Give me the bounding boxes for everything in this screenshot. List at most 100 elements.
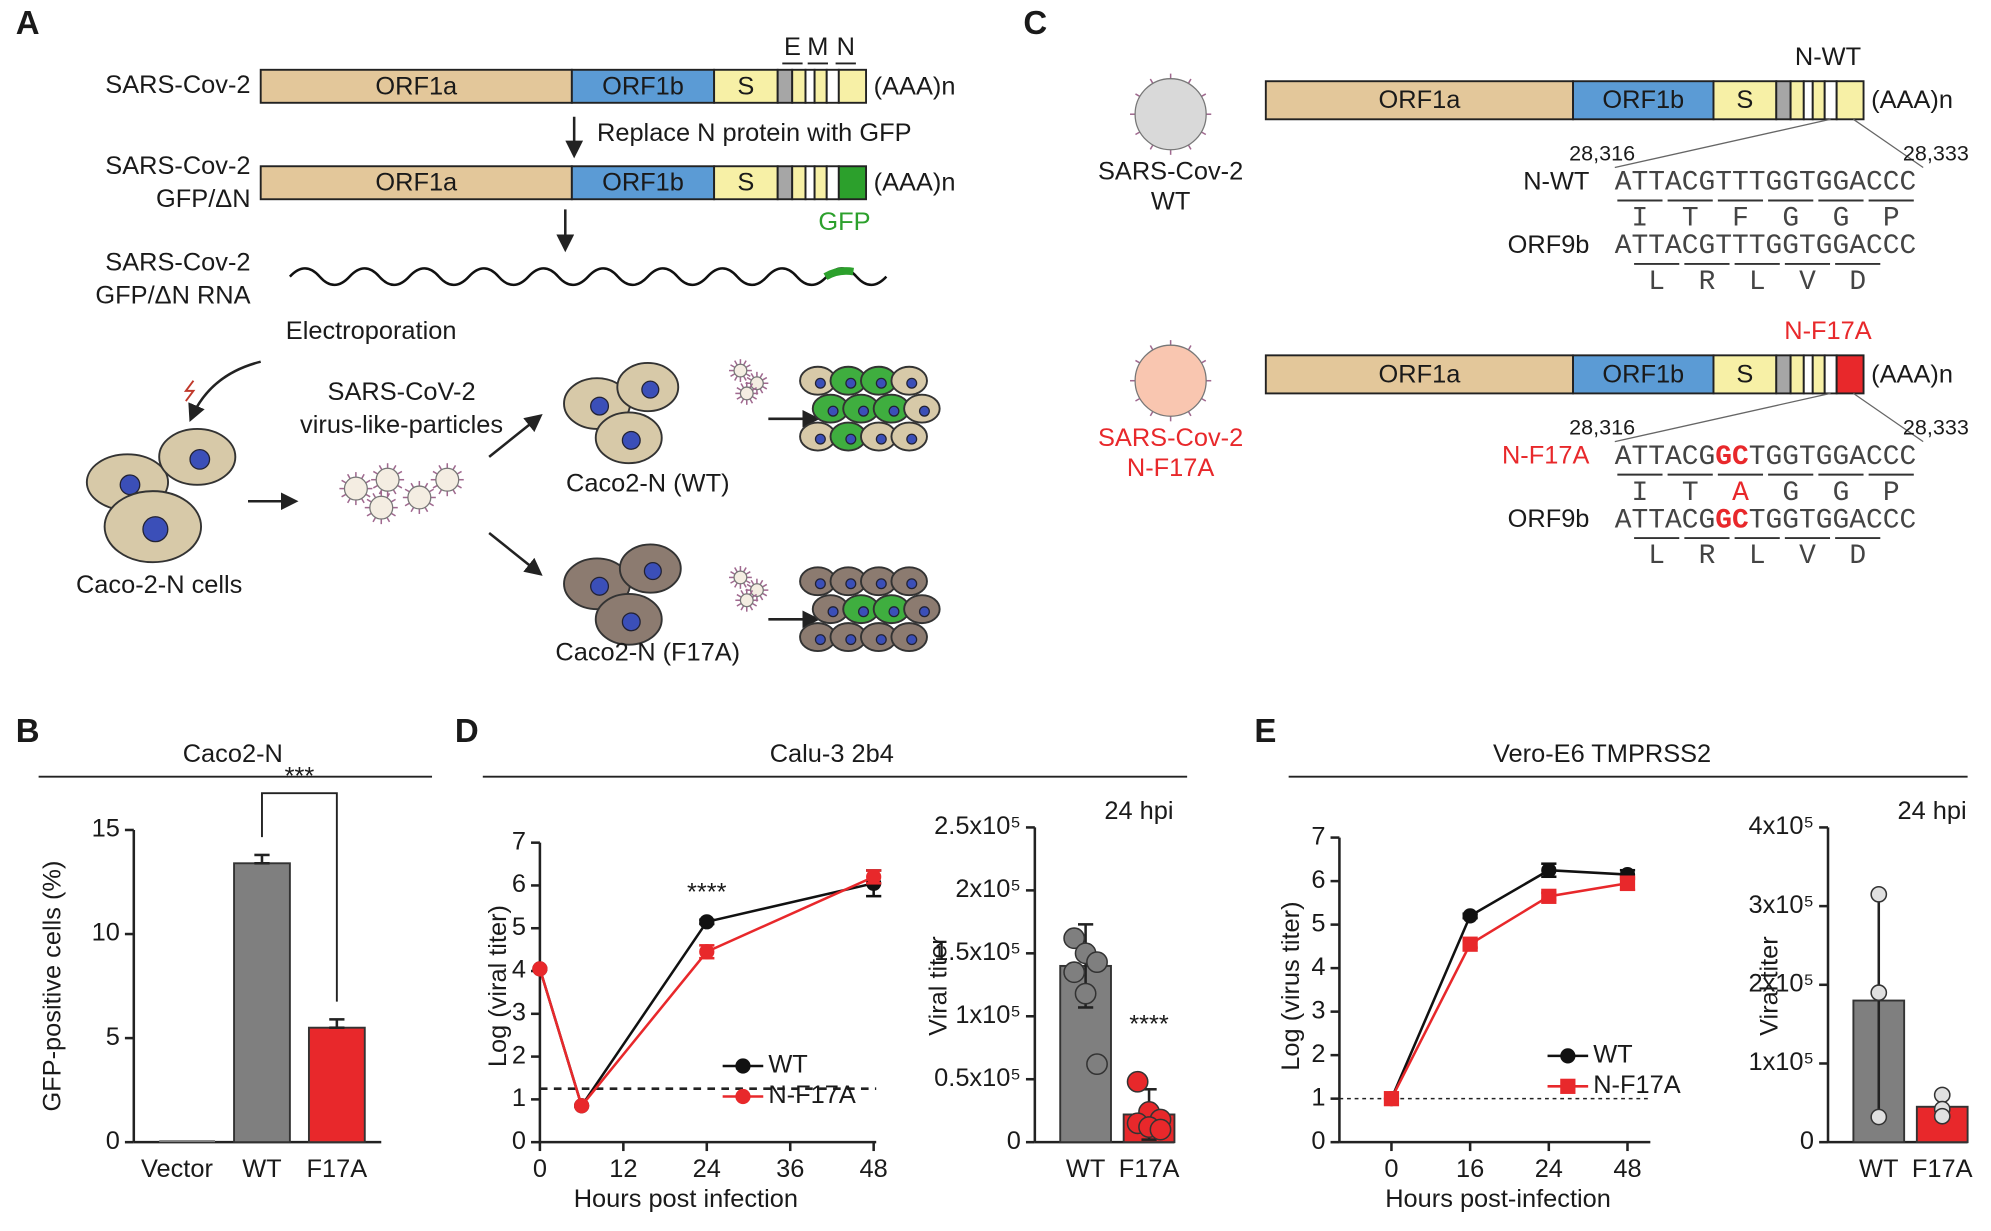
genome-name: GFP/ΔN xyxy=(156,185,251,213)
nucleus xyxy=(643,562,662,581)
spike xyxy=(1149,144,1154,150)
nucleus xyxy=(875,634,887,646)
amino-acid: F xyxy=(1732,204,1749,235)
spike xyxy=(746,583,752,588)
genome-segment xyxy=(1775,80,1792,121)
coord-label: 28,333 xyxy=(1903,415,1969,440)
spike xyxy=(456,470,462,475)
spike xyxy=(1201,359,1207,364)
panel-note: 24 hpi xyxy=(1898,797,1967,825)
series-marker xyxy=(1462,908,1478,924)
spike xyxy=(1135,359,1141,364)
y-tick-label: 0 xyxy=(1800,1127,1814,1155)
spike xyxy=(749,383,754,389)
amino-acid: L xyxy=(1749,267,1766,298)
virion xyxy=(1134,78,1207,151)
zoom-line xyxy=(1614,392,1831,443)
y-axis-label: Viral titer xyxy=(1756,936,1784,1036)
rna-name: SARS-Cov-2 xyxy=(105,249,250,277)
nucleus xyxy=(845,634,857,646)
spike xyxy=(742,567,747,573)
nucleus xyxy=(621,612,641,632)
spike xyxy=(762,385,768,390)
nucleus xyxy=(621,430,641,450)
genome-label: ORF1a xyxy=(1379,86,1462,114)
spike xyxy=(1135,93,1141,98)
spike xyxy=(730,373,736,377)
series-marker xyxy=(1541,888,1557,904)
spike xyxy=(1187,345,1192,351)
genome-label: ORF1b xyxy=(1602,86,1684,114)
gene-mark: N xyxy=(837,33,855,61)
nucleus xyxy=(875,578,887,590)
nucleus xyxy=(590,576,610,596)
amino-acid: T xyxy=(1682,204,1699,235)
y-tick-label: 2 xyxy=(1311,1040,1325,1068)
spike xyxy=(365,493,371,498)
sequence-part: ATTACG xyxy=(1615,506,1715,537)
genome-segment xyxy=(1789,80,1805,121)
bar xyxy=(307,1026,366,1144)
spike xyxy=(456,484,462,489)
genome-name: SARS-Cov-2 xyxy=(105,152,250,180)
genome-segment xyxy=(1811,354,1826,395)
spike xyxy=(1135,397,1141,402)
y-tick-label: 3 xyxy=(512,999,526,1027)
nucleus xyxy=(857,405,870,417)
bar xyxy=(159,1140,216,1143)
cells-label: Caco2-N (F17A) xyxy=(555,638,740,666)
spike xyxy=(346,498,351,504)
spike xyxy=(740,605,745,611)
virus-label: N-F17A xyxy=(1127,454,1214,482)
y-tick-label: 5 xyxy=(1311,909,1325,937)
spike xyxy=(759,388,764,394)
virion xyxy=(407,485,432,510)
row-name: N-F17A xyxy=(1502,442,1589,470)
panel-label: E xyxy=(1254,712,1276,749)
spike xyxy=(734,567,738,573)
amino-acid: V xyxy=(1799,541,1816,572)
panel-label: B xyxy=(16,712,40,749)
legend-label: WT xyxy=(768,1051,807,1079)
sequence-part: ATTACGTTTGGTGGACCC xyxy=(1615,232,1916,263)
nucleus xyxy=(827,405,839,417)
spike xyxy=(1201,93,1207,98)
genome-segment xyxy=(837,165,868,201)
spike xyxy=(366,498,372,503)
region-marker: N-F17A xyxy=(1784,317,1871,345)
amino-acid: V xyxy=(1799,267,1816,298)
amino-acid: G xyxy=(1782,204,1799,235)
spike xyxy=(751,387,758,391)
y-axis-label: Log (virus titer) xyxy=(1277,901,1305,1070)
nucleus xyxy=(906,578,918,590)
genome-tail: (AAA)n xyxy=(874,169,956,197)
vlp-label: SARS-CoV-2 xyxy=(328,378,476,406)
amino-acid: I xyxy=(1632,204,1649,235)
genome-segment xyxy=(813,165,828,201)
spike xyxy=(392,465,397,471)
gfp-label: GFP xyxy=(818,208,870,236)
series-marker xyxy=(1383,1091,1400,1107)
spike xyxy=(751,602,758,607)
spike xyxy=(742,360,747,366)
zoom-line xyxy=(1853,392,1924,443)
spike xyxy=(730,579,736,584)
row-name: N-WT xyxy=(1523,167,1589,195)
legend-label: N-F17A xyxy=(1593,1071,1680,1099)
genome-segment xyxy=(813,68,828,104)
series-marker xyxy=(866,869,882,885)
coord-label: 28,316 xyxy=(1569,415,1635,440)
data-point xyxy=(1126,1070,1149,1093)
genome-label: ORF1a xyxy=(375,72,458,100)
amino-acid: T xyxy=(1682,478,1699,509)
genome-segment xyxy=(804,68,816,104)
y-axis-label: GFP-positive cells (%) xyxy=(39,861,67,1112)
legend-marker xyxy=(1560,1048,1576,1064)
data-point xyxy=(1933,1107,1951,1125)
x-tick-label: WT xyxy=(1859,1155,1898,1183)
x-tick-label: F17A xyxy=(1119,1155,1180,1183)
y-tick-label: 4 xyxy=(512,956,526,984)
spike xyxy=(404,488,410,493)
legend-label: WT xyxy=(1593,1041,1632,1069)
spike xyxy=(745,364,751,369)
